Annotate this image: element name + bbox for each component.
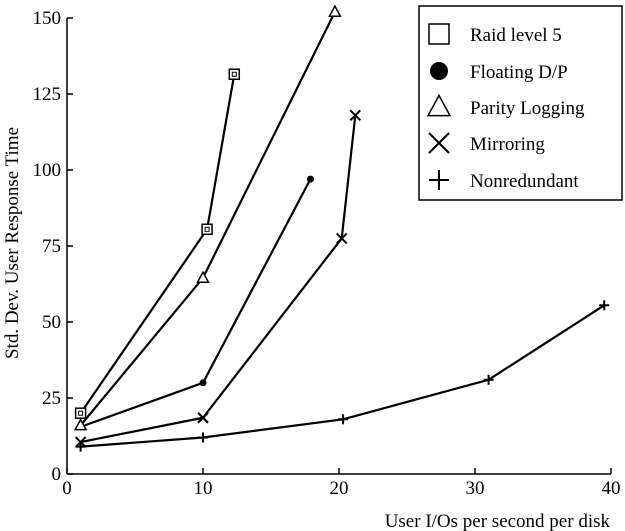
legend-item-parity-logging: Parity Logging [426, 93, 585, 119]
legend-symbol [430, 62, 448, 80]
data-point [198, 432, 208, 443]
y-tick-label: 150 [33, 8, 62, 29]
legend-label: Parity Logging [470, 98, 585, 119]
legend-label: Nonredundant [470, 171, 579, 192]
series-circle [77, 175, 314, 431]
legend-frame [418, 5, 623, 201]
legend-symbol [428, 23, 450, 45]
series-plus [75, 300, 610, 452]
data-point [336, 232, 348, 245]
legend-symbol [426, 93, 452, 117]
series-line [80, 178, 312, 428]
legend: Raid level 5 Floating D/P Parity Logging… [418, 5, 623, 201]
legend-item-raid-level-5: Raid level 5 [428, 23, 562, 46]
legend-item-nonredundant: Nonredundant [429, 170, 579, 192]
y-tick-label: 50 [42, 312, 61, 333]
series-square [74, 68, 241, 419]
legend-marker-triangle [426, 93, 452, 117]
data-point [199, 379, 207, 387]
legend-symbol [428, 132, 450, 154]
series-triangle [73, 4, 342, 431]
x-tick-label: 40 [602, 478, 621, 499]
data-point [306, 175, 314, 183]
data-point [197, 412, 209, 424]
data-point [201, 223, 213, 236]
y-axis-label: Std. Dev. User Response Time [2, 127, 23, 359]
data-point [338, 414, 349, 425]
data-point [75, 441, 86, 452]
legend-item-mirroring: Mirroring [428, 132, 545, 155]
series-group [73, 4, 610, 452]
y-tick-label: 125 [33, 84, 62, 105]
series-line [79, 74, 236, 414]
y-tick-label: 0 [52, 464, 62, 485]
legend-label: Mirroring [470, 134, 545, 155]
legend-item-floating-dp: Floating D/P [430, 62, 568, 83]
y-tick-label: 75 [42, 236, 61, 257]
legend-marker-square [428, 23, 450, 45]
data-point [73, 418, 88, 431]
x-tick-label: 0 [62, 478, 72, 499]
legend-symbol [429, 170, 449, 190]
ticks: 0 25 50 75 100 125 150 0 10 20 30 40 [33, 8, 621, 499]
legend-label: Floating D/P [470, 62, 568, 83]
series-x [74, 109, 362, 448]
x-tick-label: 20 [330, 478, 349, 499]
data-point [349, 109, 362, 121]
legend-label: Raid level 5 [470, 25, 562, 46]
data-point [483, 374, 494, 385]
legend-marker-plus [429, 170, 449, 190]
data-point [328, 4, 342, 17]
legend-marker-circle [430, 62, 448, 80]
series-line [80, 115, 357, 444]
x-axis-label: User I/Os per second per disk [385, 511, 611, 531]
data-point [228, 68, 241, 80]
x-tick-label: 10 [194, 478, 213, 499]
data-point [599, 300, 610, 311]
series-line [79, 11, 336, 427]
legend-marker-x [428, 132, 450, 154]
y-tick-label: 25 [42, 388, 61, 409]
x-tick-label: 30 [466, 478, 485, 499]
y-tick-label: 100 [33, 160, 62, 181]
data-point [74, 407, 87, 419]
data-point [196, 270, 210, 283]
